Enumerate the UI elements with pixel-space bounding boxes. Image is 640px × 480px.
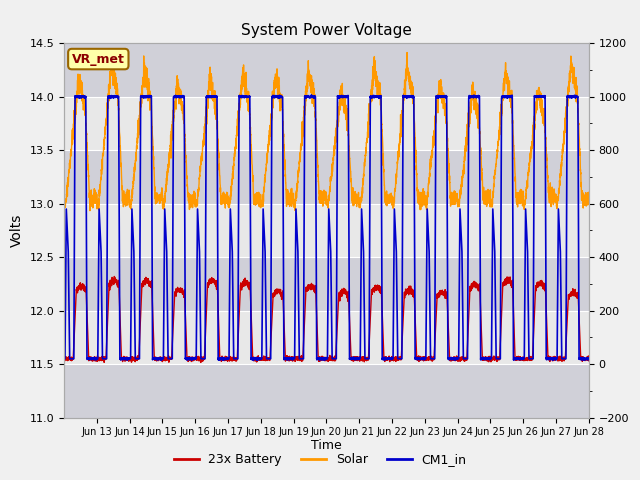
Bar <box>64 311 589 364</box>
Bar <box>64 364 589 418</box>
Title: System Power Voltage: System Power Voltage <box>241 23 412 38</box>
Bar <box>64 43 589 96</box>
X-axis label: Time: Time <box>311 439 342 452</box>
Bar <box>64 257 589 311</box>
Bar <box>64 96 589 150</box>
Bar <box>64 150 589 204</box>
Bar <box>64 204 589 257</box>
Text: VR_met: VR_met <box>72 53 125 66</box>
Y-axis label: Volts: Volts <box>10 214 24 247</box>
Legend: 23x Battery, Solar, CM1_in: 23x Battery, Solar, CM1_in <box>168 448 472 471</box>
